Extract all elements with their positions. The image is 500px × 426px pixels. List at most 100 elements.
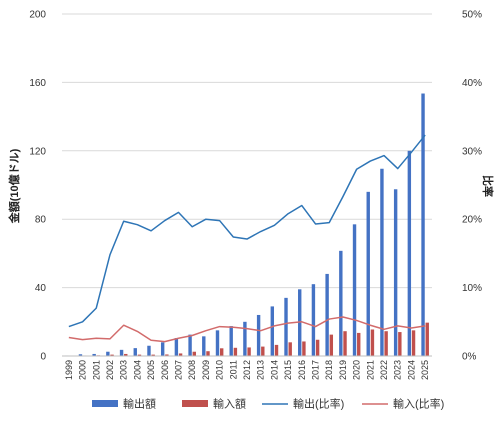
x-tick-label: 2008: [187, 360, 197, 380]
export-bar: [188, 334, 192, 356]
import-bar: [151, 354, 155, 356]
x-tick-label: 2009: [201, 360, 211, 380]
legend-swatch: [182, 400, 208, 407]
import-bar: [384, 331, 388, 356]
import-bar: [357, 332, 361, 356]
legend-swatch: [92, 400, 118, 407]
x-tick-label: 2019: [338, 360, 348, 380]
x-tick-label: 2018: [324, 360, 334, 380]
import-bar: [192, 351, 196, 356]
import-bar: [425, 322, 429, 356]
import-bar: [329, 334, 334, 356]
x-tick-label: 2010: [215, 360, 225, 380]
export-ratio-line: [68, 134, 426, 328]
right-tick-label: 10%: [462, 283, 482, 294]
import-bar: [274, 344, 279, 356]
legend-label: 輸出(比率): [293, 397, 344, 411]
left-axis-label: 金額(10億ドル): [7, 148, 21, 224]
x-tick-label: 2022: [379, 360, 389, 380]
import-bar: [206, 351, 210, 356]
export-bar: [215, 330, 220, 356]
left-tick-label: 120: [29, 146, 46, 157]
import-bar: [233, 347, 238, 356]
x-tick-label: 2005: [146, 360, 156, 380]
x-tick-label: 2002: [105, 360, 115, 380]
legend: 輸出額 輸入額 輸出(比率) 輸入(比率): [92, 397, 444, 411]
legend-label: 輸入(比率): [393, 397, 444, 411]
x-tick-label: 2003: [119, 360, 129, 380]
right-axis-label: 比率: [481, 175, 495, 197]
bar-series: [65, 93, 429, 356]
right-tick-label: 50%: [462, 10, 482, 21]
left-axis-ticks: 0 40 80 120 160 200: [29, 10, 46, 363]
x-tick-label: 2015: [283, 360, 293, 380]
import-ratio-line: [68, 316, 426, 343]
x-tick-label: 2000: [78, 360, 88, 380]
export-bar: [325, 273, 329, 356]
legend-label: 輸出額: [123, 397, 156, 411]
x-tick-label: 2023: [393, 360, 403, 380]
export-bar: [311, 284, 316, 356]
import-bar: [398, 332, 402, 356]
legend-import-ratio: 輸入(比率): [362, 397, 444, 411]
export-bar: [78, 354, 83, 356]
import-bar: [137, 354, 142, 356]
import-bar: [178, 353, 183, 356]
x-tick-label: 2016: [297, 360, 307, 380]
export-bar: [174, 338, 179, 356]
export-bar: [380, 168, 384, 356]
legend-export-ratio: 輸出(比率): [262, 397, 344, 411]
import-bar: [165, 354, 169, 356]
export-bar: [407, 150, 412, 356]
x-tick-label: 2020: [352, 360, 362, 380]
import-bar: [219, 348, 224, 356]
export-bar: [92, 353, 96, 356]
x-tick-label: 1999: [64, 360, 74, 380]
x-tick-label: 2006: [160, 360, 170, 380]
export-bar: [202, 336, 206, 356]
import-bar: [302, 341, 306, 356]
right-tick-label: 0%: [462, 352, 477, 363]
export-bar: [270, 306, 275, 356]
left-tick-label: 80: [35, 215, 47, 226]
left-tick-label: 200: [29, 10, 46, 21]
x-tick-label: 2017: [311, 360, 321, 380]
x-tick-label: 2012: [242, 360, 252, 380]
right-tick-label: 20%: [462, 215, 482, 226]
export-bar: [393, 189, 398, 356]
line-series: [68, 134, 426, 343]
export-bar: [106, 351, 110, 356]
right-axis-ticks: 0% 10% 20% 30% 40% 50%: [462, 10, 482, 363]
export-bar: [229, 326, 233, 356]
x-tick-label: 2024: [406, 360, 416, 380]
import-bar: [315, 339, 320, 356]
x-tick-label: 2004: [132, 360, 142, 380]
export-bar: [160, 342, 165, 356]
legend-label: 輸入額: [213, 397, 246, 411]
import-bar: [370, 329, 375, 356]
x-tick-label: 2011: [228, 360, 238, 379]
export-bar: [119, 349, 124, 356]
export-bar: [133, 348, 137, 356]
import-bar: [343, 331, 347, 356]
left-tick-label: 0: [40, 352, 46, 363]
legend-import-amount: 輸入額: [182, 397, 246, 411]
import-bar: [261, 346, 265, 356]
x-axis-ticks: 1999 2000 2001 2002 2003 2004 2005 2006 2007 2008…: [64, 360, 430, 380]
export-bar: [339, 250, 343, 356]
export-bar: [147, 345, 151, 356]
right-tick-label: 40%: [462, 78, 482, 89]
export-bar: [284, 297, 288, 356]
legend-export-amount: 輸出額: [92, 397, 156, 411]
export-bar: [243, 321, 247, 356]
x-tick-label: 2021: [365, 360, 375, 380]
x-tick-label: 2001: [91, 360, 101, 380]
x-tick-label: 2025: [420, 360, 430, 380]
gridlines: [62, 13, 432, 289]
import-bar: [110, 354, 114, 356]
export-bar: [366, 191, 370, 356]
x-tick-label: 2014: [269, 360, 279, 380]
import-bar: [288, 342, 292, 356]
